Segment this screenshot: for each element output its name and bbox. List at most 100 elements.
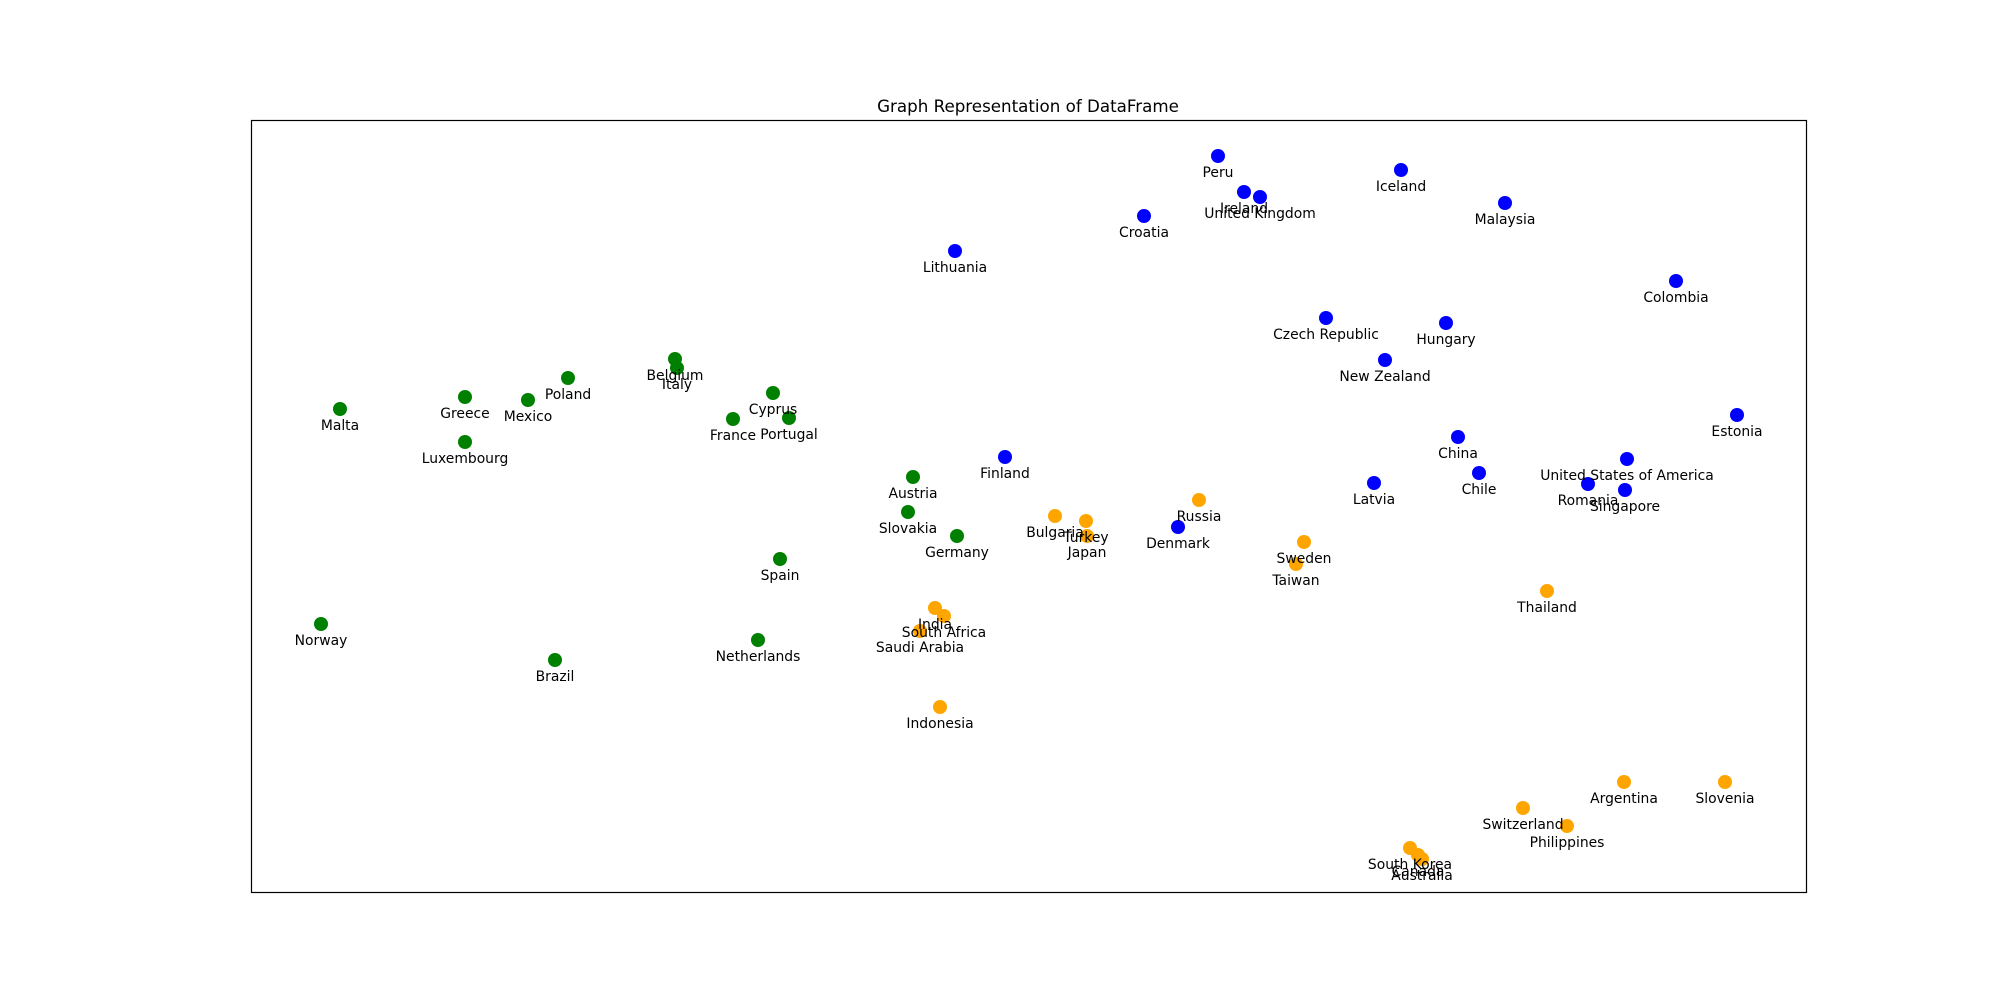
node-point-netherlands: [751, 633, 765, 647]
node-point-greece: [458, 390, 472, 404]
node-point-norway: [314, 617, 328, 631]
node-label-turkey: Turkey: [1062, 530, 1108, 546]
node-label-china: China: [1438, 446, 1478, 462]
node-point-germany: [950, 529, 964, 543]
node-label-lithuania: Lithuania: [923, 260, 987, 276]
node-point-new-zealand: [1378, 353, 1392, 367]
node-point-czech-republic: [1319, 311, 1333, 325]
node-point-singapore: [1618, 483, 1632, 497]
node-point-denmark: [1171, 520, 1185, 534]
node-label-united-states-of-america: United States of America: [1540, 468, 1714, 484]
node-point-iceland: [1394, 163, 1408, 177]
node-point-cyprus: [766, 386, 780, 400]
node-point-chile: [1472, 466, 1486, 480]
node-label-taiwan: Taiwan: [1271, 573, 1319, 589]
node-point-china: [1451, 430, 1465, 444]
node-point-united-states-of-america: [1620, 452, 1634, 466]
node-point-peru: [1211, 149, 1225, 163]
node-point-mexico: [521, 393, 535, 407]
node-label-switzerland: Switzerland: [1482, 817, 1563, 833]
node-point-france: [726, 412, 740, 426]
node-point-lithuania: [948, 244, 962, 258]
node-point-thailand: [1540, 584, 1554, 598]
node-point-switzerland: [1516, 801, 1530, 815]
node-point-poland: [561, 371, 575, 385]
node-label-russia: Russia: [1177, 509, 1222, 525]
chart-title: Graph Representation of DataFrame: [877, 96, 1179, 116]
node-point-malaysia: [1498, 196, 1512, 210]
node-label-sweden: Sweden: [1277, 551, 1332, 567]
node-label-germany: Germany: [925, 545, 989, 561]
node-label-netherlands: Netherlands: [716, 649, 801, 665]
node-point-romania: [1581, 477, 1595, 491]
node-point-bulgaria: [1048, 509, 1062, 523]
node-label-brazil: Brazil: [536, 669, 575, 685]
node-label-canada: Canada: [1392, 864, 1445, 880]
node-label-belgium: Belgium: [647, 368, 704, 384]
node-point-philippines: [1560, 819, 1574, 833]
node-label-luxembourg: Luxembourg: [422, 451, 509, 467]
node-point-slovakia: [901, 505, 915, 519]
node-point-hungary: [1439, 316, 1453, 330]
node-point-latvia: [1367, 476, 1381, 490]
node-label-croatia: Croatia: [1119, 225, 1169, 241]
node-point-russia: [1192, 493, 1206, 507]
node-point-india: [928, 601, 942, 615]
node-label-chile: Chile: [1462, 482, 1497, 498]
node-label-latvia: Latvia: [1353, 492, 1395, 508]
plot-frame: [250, 119, 1808, 894]
node-point-united-kingdom: [1253, 190, 1267, 204]
node-label-singapore: Singapore: [1590, 499, 1660, 515]
node-label-slovakia: Slovakia: [879, 521, 937, 537]
node-point-turkey: [1079, 514, 1093, 528]
node-label-new-zealand: New Zealand: [1339, 369, 1430, 385]
node-label-poland: Poland: [545, 387, 591, 403]
node-point-ireland: [1237, 185, 1251, 199]
node-point-portugal: [782, 411, 796, 425]
node-label-philippines: Philippines: [1530, 835, 1605, 851]
node-label-czech-republic: Czech Republic: [1273, 327, 1379, 343]
node-point-austria: [906, 470, 920, 484]
node-label-australia: Australia: [1391, 868, 1452, 884]
node-point-argentina: [1617, 775, 1631, 789]
node-point-australia: [1415, 852, 1429, 866]
node-label-indonesia: Indonesia: [906, 716, 973, 732]
node-label-bulgaria: Bulgaria: [1026, 525, 1084, 541]
node-label-mexico: Mexico: [504, 409, 553, 425]
node-label-saudi-arabia: Saudi Arabia: [876, 640, 964, 656]
node-label-thailand: Thailand: [1516, 600, 1577, 616]
node-label-hungary: Hungary: [1416, 332, 1475, 348]
node-label-cyprus: Cyprus: [749, 402, 798, 418]
node-label-malaysia: Malaysia: [1475, 212, 1536, 228]
node-label-greece: Greece: [440, 406, 489, 422]
node-point-saudi-arabia: [913, 624, 927, 638]
node-label-romania: Romania: [1558, 493, 1619, 509]
node-point-taiwan: [1289, 557, 1303, 571]
node-label-norway: Norway: [295, 633, 348, 649]
node-label-colombia: Colombia: [1643, 290, 1708, 306]
node-point-colombia: [1669, 274, 1683, 288]
node-point-indonesia: [933, 700, 947, 714]
node-point-japan: [1080, 529, 1094, 543]
node-point-slovenia: [1718, 775, 1732, 789]
node-point-sweden: [1297, 535, 1311, 549]
node-point-croatia: [1137, 209, 1151, 223]
node-point-italy: [670, 361, 684, 375]
node-label-austria: Austria: [888, 486, 937, 502]
node-point-brazil: [548, 653, 562, 667]
node-label-ireland: Ireland: [1220, 201, 1268, 217]
node-point-south-africa: [937, 609, 951, 623]
node-label-united-kingdom: United Kingdom: [1204, 206, 1316, 222]
points-layer: [314, 149, 1744, 866]
node-label-south-africa: South Africa: [902, 625, 986, 641]
node-label-peru: Peru: [1203, 165, 1234, 181]
node-label-south-korea: South Korea: [1368, 857, 1452, 873]
node-label-estonia: Estonia: [1711, 424, 1762, 440]
node-label-japan: Japan: [1067, 545, 1107, 561]
node-label-italy: Italy: [662, 377, 692, 393]
node-point-estonia: [1730, 408, 1744, 422]
